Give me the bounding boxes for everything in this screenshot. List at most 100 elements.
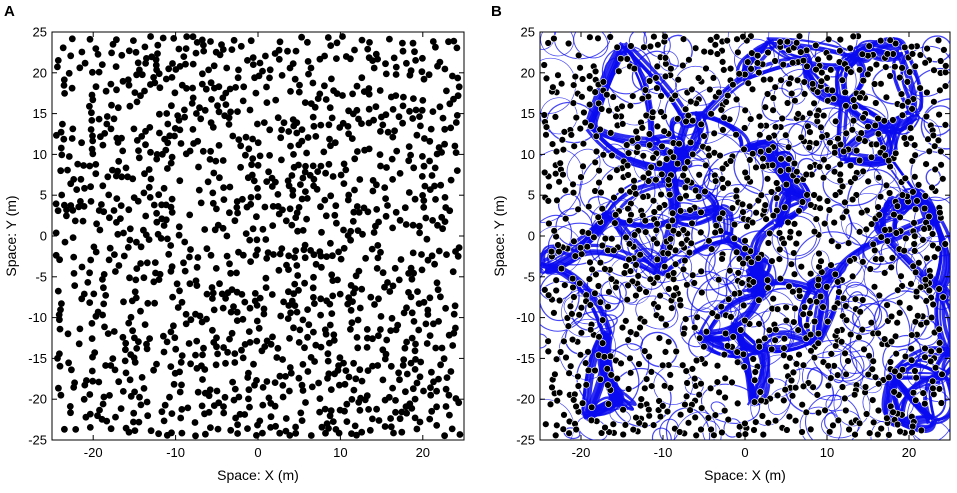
data-point [679, 61, 687, 70]
data-point [877, 424, 885, 433]
data-point [327, 192, 335, 200]
data-point [799, 56, 808, 65]
data-point [61, 90, 68, 97]
data-point [936, 57, 945, 65]
data-point [379, 376, 387, 384]
data-point [250, 360, 257, 368]
data-point [806, 163, 814, 171]
data-point [922, 112, 931, 121]
data-point [448, 425, 456, 433]
data-point [241, 341, 249, 348]
data-point [653, 84, 661, 92]
data-point [407, 264, 415, 272]
data-point [339, 119, 347, 127]
data-point [553, 421, 561, 429]
data-point [165, 250, 173, 258]
data-point [930, 142, 939, 150]
data-point [355, 115, 362, 123]
data-point [327, 42, 335, 49]
data-point [52, 200, 60, 208]
data-point [880, 117, 888, 125]
data-point [664, 176, 673, 184]
data-point [76, 64, 84, 72]
data-point [317, 295, 325, 303]
x-tick-label: 0 [254, 445, 261, 460]
data-point [830, 218, 838, 227]
data-point [126, 236, 134, 244]
data-point [425, 71, 433, 79]
data-point [917, 426, 926, 435]
trail-loop [618, 281, 639, 304]
data-point [581, 118, 589, 127]
data-point [254, 246, 261, 254]
data-point [176, 126, 184, 134]
data-point [640, 43, 648, 51]
data-point [305, 70, 312, 78]
data-point [824, 381, 833, 390]
data-point [95, 115, 103, 123]
data-point [712, 221, 720, 230]
data-point [168, 153, 176, 161]
data-point [586, 301, 594, 309]
data-point [739, 350, 748, 358]
data-point [849, 116, 858, 125]
data-point [624, 336, 632, 344]
data-point [675, 428, 684, 436]
data-point [403, 59, 410, 67]
data-point [347, 325, 354, 333]
data-point [776, 275, 785, 283]
data-point [142, 141, 149, 149]
data-point [762, 215, 770, 223]
data-point [848, 195, 857, 204]
data-point [331, 370, 338, 378]
data-point [263, 378, 271, 385]
panel-a-x-ticks: -20 -10 0 10 20 [84, 32, 430, 460]
data-point [289, 116, 297, 123]
data-point [145, 236, 153, 244]
data-point [413, 131, 421, 139]
data-point [698, 288, 706, 297]
data-point [153, 151, 161, 158]
data-point [214, 102, 221, 110]
data-point [632, 413, 640, 422]
data-point [936, 86, 944, 95]
data-point [88, 117, 96, 124]
data-point [420, 75, 428, 83]
data-point [276, 429, 284, 437]
data-point [65, 359, 72, 367]
data-point [626, 267, 635, 275]
data-point [915, 259, 923, 267]
trail-loop [686, 270, 728, 313]
data-point [194, 388, 202, 396]
data-point [128, 297, 136, 305]
data-point [409, 221, 417, 229]
data-point [304, 134, 312, 141]
data-point [351, 155, 359, 163]
data-point [697, 120, 705, 129]
y-tick-label: -25 [28, 433, 47, 448]
data-point [364, 367, 372, 374]
data-point [823, 74, 831, 82]
data-point [883, 237, 892, 245]
data-point [286, 335, 293, 342]
data-point [141, 43, 149, 51]
data-point [137, 401, 145, 409]
data-point [259, 401, 267, 409]
data-point [402, 403, 410, 411]
data-point [246, 403, 253, 411]
data-point [746, 115, 755, 123]
data-point [214, 425, 222, 433]
data-point [164, 120, 172, 128]
data-point [926, 357, 935, 365]
data-point [735, 431, 743, 439]
data-point [282, 373, 289, 380]
data-point [655, 159, 664, 168]
data-point [331, 211, 339, 219]
data-point [642, 375, 651, 383]
data-point [707, 245, 716, 253]
data-point [806, 109, 814, 118]
data-point [200, 344, 207, 352]
data-point [358, 74, 366, 82]
data-point [390, 54, 398, 62]
data-point [133, 137, 141, 144]
